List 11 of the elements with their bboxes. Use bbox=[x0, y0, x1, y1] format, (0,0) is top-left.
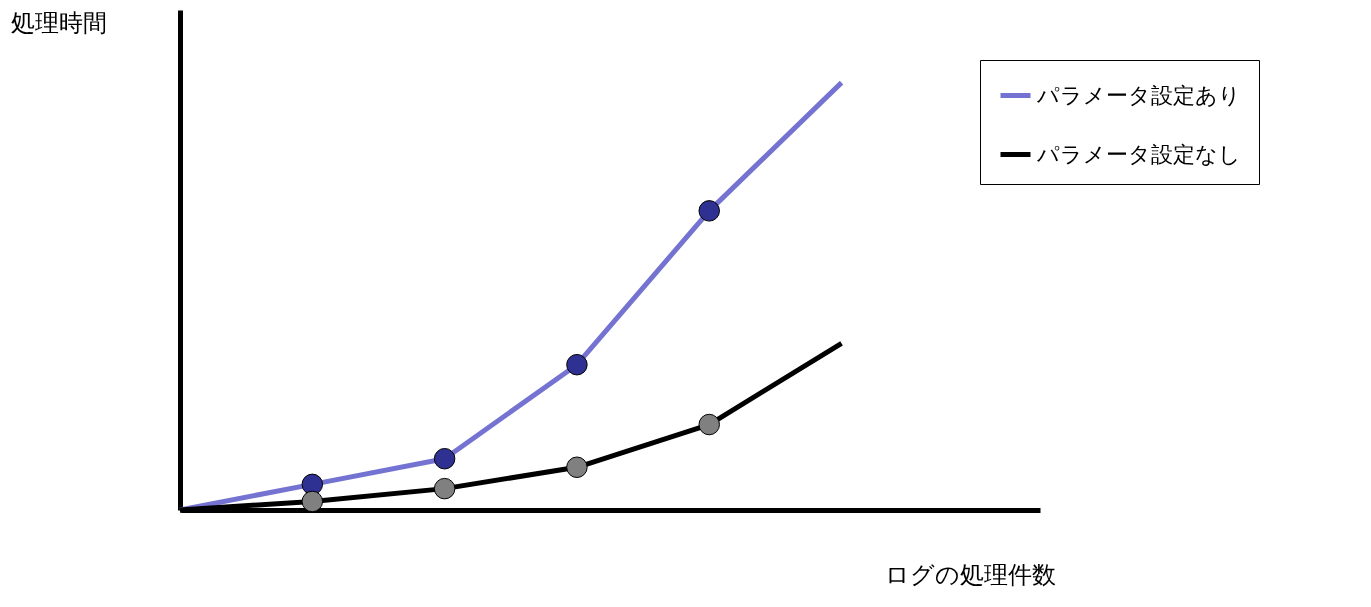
point bbox=[698, 200, 720, 222]
y-axis-title: 処理時間 bbox=[10, 8, 107, 37]
x-axis-title: ログの処理件数 bbox=[885, 560, 1056, 589]
legend-label: パラメータ設定あり bbox=[1036, 82, 1241, 108]
point bbox=[301, 490, 324, 513]
legend-label: パラメータ設定なし bbox=[1036, 141, 1241, 167]
point bbox=[566, 353, 588, 376]
point bbox=[698, 413, 720, 436]
point bbox=[566, 456, 588, 478]
point bbox=[433, 477, 456, 500]
point bbox=[433, 447, 456, 470]
